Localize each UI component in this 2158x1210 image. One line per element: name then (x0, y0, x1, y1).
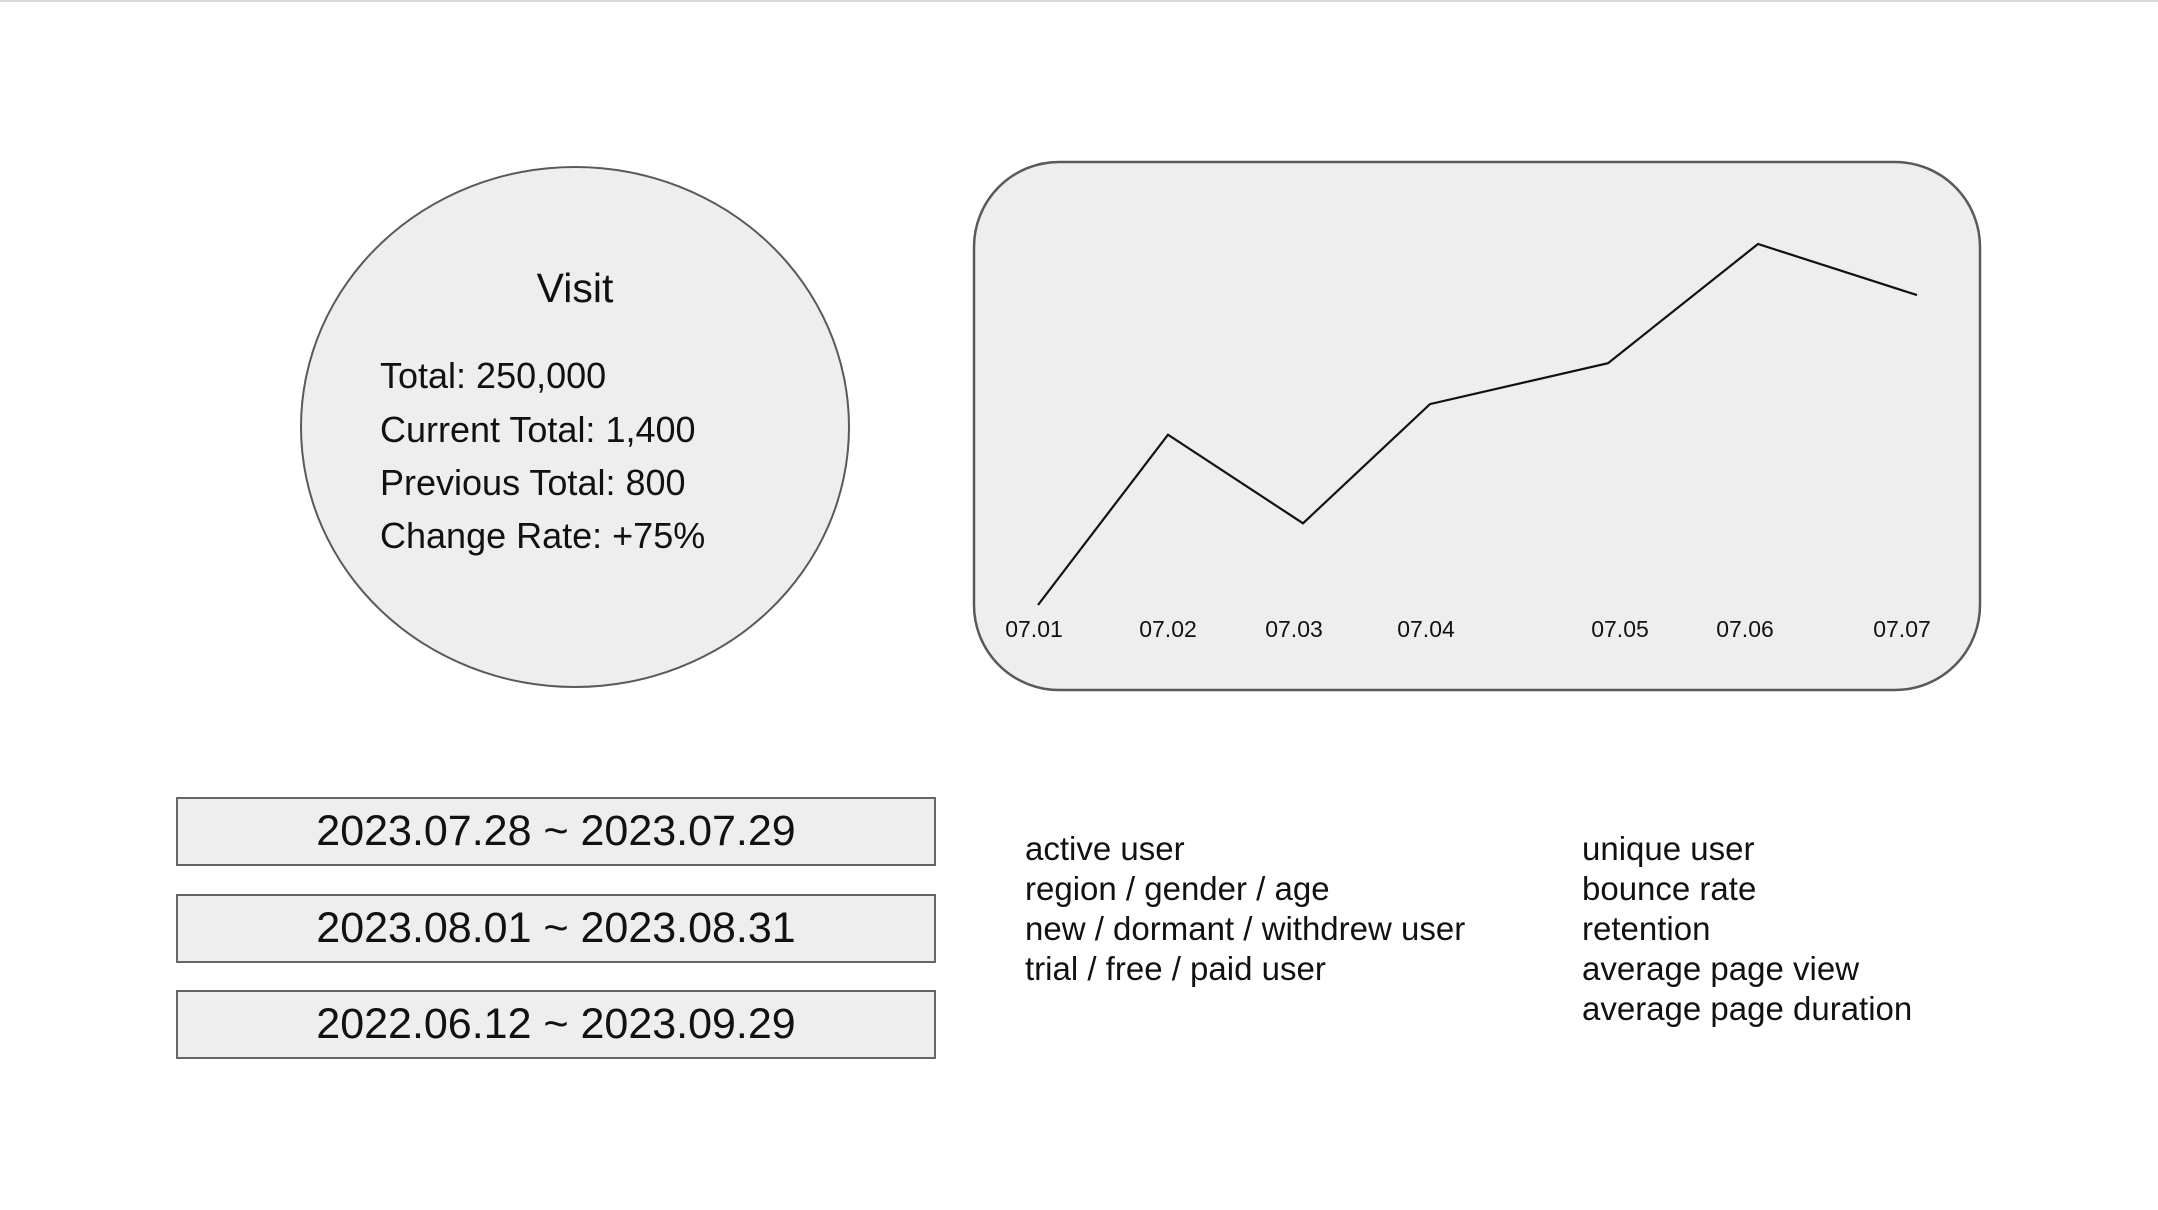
date-range-1[interactable]: 2023.07.28 ~ 2023.07.29 (176, 797, 936, 866)
x-tick-label: 07.07 (1873, 616, 1931, 642)
date-range-2[interactable]: 2023.08.01 ~ 2023.08.31 (176, 894, 936, 963)
date-range-3[interactable]: 2022.06.12 ~ 2023.09.29 (176, 990, 936, 1059)
visit-title: Visit (536, 265, 614, 311)
top-divider (0, 0, 2158, 2)
metric-region-gender-age: region / gender / age (1025, 870, 1330, 907)
x-tick-label: 07.04 (1397, 616, 1455, 642)
x-tick-label: 07.02 (1139, 616, 1197, 642)
visits-series-line (1037, 242, 1918, 606)
metrics-left-list: active user region / gender / age new / … (1025, 829, 1465, 989)
metric-new-dormant-withdrew: new / dormant / withdrew user (1025, 910, 1466, 947)
x-tick-label: 07.05 (1591, 616, 1649, 642)
visit-previous-total: Previous Total: 800 (380, 462, 686, 503)
visit-summary-circle (300, 166, 850, 688)
metric-retention: retention (1582, 910, 1711, 947)
metric-active-user: active user (1025, 830, 1185, 867)
metric-average-page-duration: average page duration (1582, 990, 1913, 1027)
visit-change-rate: Change Rate: +75% (380, 515, 706, 556)
metric-average-page-view: average page view (1582, 950, 1860, 987)
chart-panel-frame (972, 160, 1982, 692)
metric-trial-free-paid: trial / free / paid user (1025, 950, 1326, 987)
metrics-right-list: unique user bounce rate retention averag… (1582, 829, 1912, 1029)
visit-total: Total: 250,000 (380, 355, 607, 396)
x-tick-label: 07.01 (1005, 616, 1063, 642)
x-tick-label: 07.06 (1716, 616, 1774, 642)
x-tick-label: 07.03 (1265, 616, 1323, 642)
visit-current-total: Current Total: 1,400 (380, 409, 696, 450)
metric-bounce-rate: bounce rate (1582, 870, 1757, 907)
metric-unique-user: unique user (1582, 830, 1755, 867)
